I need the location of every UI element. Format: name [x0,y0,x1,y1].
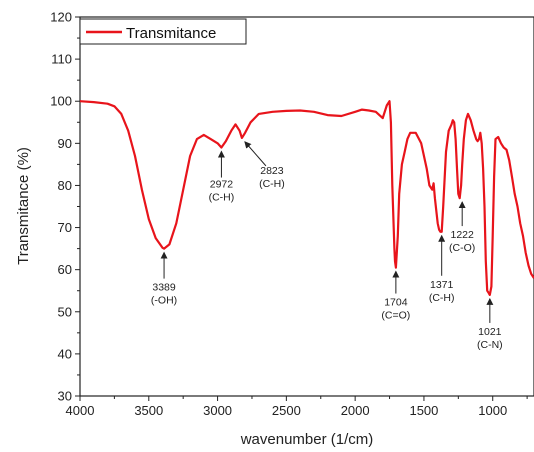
x-tick-label: 1000 [478,403,507,418]
peak-assignment-label: (C-H) [429,292,455,304]
y-tick-label: 70 [58,220,72,235]
legend: Transmitance [79,18,247,45]
peak-assignment-label: (-OH) [151,295,177,307]
y-tick-label: 60 [58,262,72,277]
y-tick-label: 40 [58,346,72,361]
x-tick-label: 2500 [272,403,301,418]
legend-label: Transmitance [126,25,216,42]
peak-assignment-label: (C=O) [381,310,410,322]
series-line-transmitance [79,100,534,296]
x-tick-label: 3500 [134,403,163,418]
y-axis-title: Transmitance (%) [15,147,32,265]
peak-wavenumber-label: 1021 [478,326,502,338]
y-tick-label: 30 [58,389,72,404]
x-tick-label: 4000 [66,403,95,418]
x-tick-label: 2000 [341,403,370,418]
y-tick-label: 80 [58,178,72,193]
y-tick-label: 100 [50,94,72,109]
peak-arrow [244,141,267,167]
y-tick-label: 50 [58,304,72,319]
x-tick-label: 3000 [203,403,232,418]
peak-assignment-label: (C-N) [477,339,503,351]
peak-wavenumber-label: 3389 [152,282,176,294]
x-axis: 4000 3500 3000 2500 2000 1500 1000 [66,396,528,418]
y-axis: 30 40 50 60 70 80 90 100 110 120 [50,10,80,404]
y-tick-label: 110 [51,52,72,67]
x-tick-label: 1500 [409,403,438,418]
peak-assignment-label: (C-H) [259,178,285,190]
peak-wavenumber-label: 2823 [260,165,284,177]
peak-assignment-label: (C-O) [449,242,475,254]
peak-annotations: 3389(-OH)2972(C-H)2823(C-H)1704(C=O)1371… [151,141,503,351]
y-tick-label: 90 [58,136,72,151]
peak-wavenumber-label: 1704 [384,297,408,309]
peak-assignment-label: (C-H) [209,192,235,204]
plot-frame [79,16,534,397]
y-tick-label: 120 [50,10,72,25]
peak-wavenumber-label: 1222 [451,229,475,241]
peak-wavenumber-label: 1371 [430,279,454,291]
peak-wavenumber-label: 2972 [210,179,234,191]
x-axis-title: wavenumber (1/cm) [240,431,374,448]
